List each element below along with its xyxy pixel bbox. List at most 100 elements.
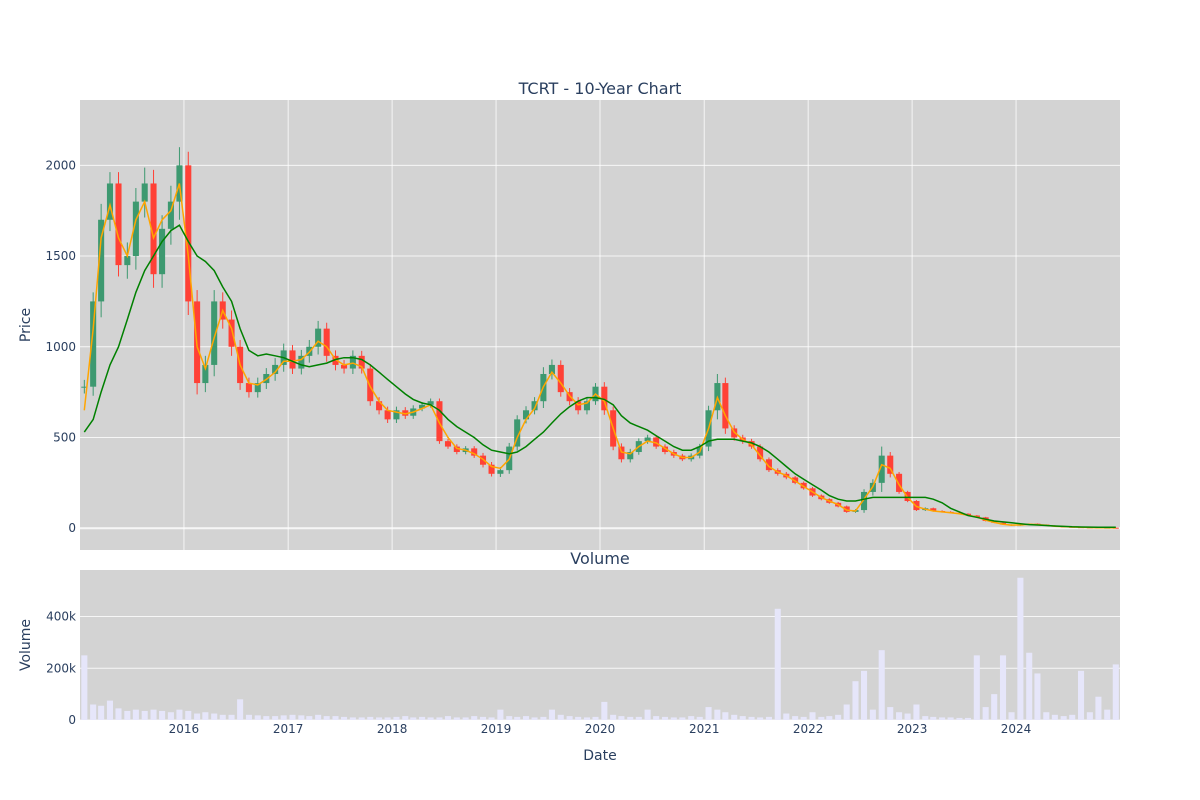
candle-body bbox=[627, 452, 634, 460]
price-y-ticks: 0 500 1000 1500 2000 bbox=[45, 158, 76, 535]
volume-bar bbox=[419, 716, 426, 720]
candle-body bbox=[272, 364, 279, 374]
price-y-tick-label: 2000 bbox=[45, 158, 76, 172]
volume-bar bbox=[661, 716, 669, 720]
price-y-tick-label: 0 bbox=[68, 521, 76, 535]
candle-body bbox=[159, 228, 166, 275]
volume-bar bbox=[913, 704, 920, 720]
candle-body bbox=[514, 419, 521, 447]
volume-bar bbox=[1112, 664, 1119, 720]
candle-body bbox=[444, 441, 452, 447]
volume-bar bbox=[887, 707, 894, 720]
candle-body bbox=[298, 355, 305, 369]
candle-body bbox=[661, 446, 669, 453]
price-grid bbox=[80, 100, 1120, 550]
volume-bar bbox=[315, 714, 322, 720]
volume-bar bbox=[575, 716, 582, 720]
candle-body bbox=[453, 446, 460, 453]
candle-body bbox=[531, 401, 538, 411]
volume-bar bbox=[982, 707, 989, 720]
candle-body bbox=[548, 364, 555, 374]
volume-bar bbox=[670, 717, 677, 720]
volume-bar bbox=[878, 650, 885, 720]
volume-bar bbox=[228, 714, 235, 720]
volume-y-tick-label: 400k bbox=[46, 610, 76, 624]
candle-body bbox=[722, 383, 729, 429]
volume-bar bbox=[471, 716, 478, 720]
volume-bar bbox=[1043, 712, 1050, 720]
volume-bar bbox=[705, 707, 712, 720]
volume-bar bbox=[289, 714, 296, 720]
volume-bar bbox=[462, 717, 469, 720]
volume-bar bbox=[731, 714, 738, 720]
candle-body bbox=[115, 183, 122, 266]
volume-bar bbox=[254, 715, 261, 720]
volume-x-tick-label: 2017 bbox=[273, 722, 304, 736]
volume-bar bbox=[843, 704, 850, 720]
volume-bar bbox=[1051, 714, 1058, 720]
volume-bar bbox=[444, 716, 452, 720]
candle-body bbox=[488, 464, 495, 474]
volume-bar bbox=[531, 717, 538, 720]
volume-x-tick-label: 2023 bbox=[897, 722, 928, 736]
volume-bar bbox=[219, 714, 226, 720]
candle-body bbox=[861, 491, 868, 511]
volume-x-ticks: 2016 2017 2018 2019 2020 2021 2022 2023 2024 bbox=[169, 722, 1032, 736]
candle-body bbox=[393, 410, 400, 420]
volume-bar bbox=[1026, 652, 1033, 720]
candle-body bbox=[644, 437, 651, 442]
candle-body bbox=[497, 470, 504, 474]
volume-bar bbox=[185, 710, 192, 720]
volume-bar bbox=[757, 717, 764, 720]
volume-bar bbox=[610, 714, 617, 720]
volume-bar bbox=[306, 716, 313, 720]
candle-body bbox=[167, 201, 174, 229]
volume-bar bbox=[194, 713, 201, 720]
volume-bar bbox=[497, 709, 504, 720]
candle-body bbox=[557, 364, 564, 393]
volume-bar bbox=[774, 608, 781, 720]
candle-body bbox=[618, 446, 625, 460]
volume-bar bbox=[1060, 716, 1067, 720]
volume-bar bbox=[748, 716, 755, 720]
volume-bar bbox=[964, 717, 972, 720]
volume-bar bbox=[557, 714, 564, 720]
volume-bar bbox=[904, 713, 911, 720]
volume-bar bbox=[1008, 712, 1015, 720]
volume-bar bbox=[635, 716, 642, 720]
volume-bar bbox=[592, 716, 599, 720]
volume-x-tick-label: 2021 bbox=[689, 722, 720, 736]
volume-bar bbox=[644, 709, 651, 720]
volume-bar bbox=[393, 716, 400, 720]
volume-bar bbox=[211, 713, 218, 720]
price-y-tick-label: 500 bbox=[53, 431, 76, 445]
volume-bar bbox=[1104, 709, 1111, 720]
volume-bar bbox=[141, 710, 148, 720]
candle-body bbox=[349, 355, 356, 369]
candle-body bbox=[358, 355, 365, 369]
volume-x-tick-label: 2019 bbox=[481, 722, 512, 736]
volume-bar bbox=[809, 712, 816, 720]
volume-bar bbox=[696, 716, 703, 720]
volume-bar bbox=[566, 716, 573, 720]
candle-body bbox=[800, 482, 807, 489]
volume-bar bbox=[402, 716, 409, 720]
volume-bar bbox=[124, 710, 131, 720]
candle-body bbox=[575, 401, 582, 411]
volume-bar bbox=[818, 716, 825, 720]
volume-bar bbox=[410, 717, 417, 720]
volume-bar bbox=[947, 717, 954, 720]
volume-plot-area bbox=[80, 570, 1120, 720]
volume-bar bbox=[332, 716, 339, 720]
volume-bar bbox=[765, 716, 772, 720]
candle-body bbox=[419, 404, 426, 409]
candle-body bbox=[471, 448, 478, 456]
candle-body bbox=[106, 183, 113, 220]
volume-bar bbox=[176, 709, 183, 720]
volume-subplot-title: Volume bbox=[570, 549, 630, 568]
volume-bar bbox=[341, 716, 348, 720]
ma-short-line bbox=[83, 183, 1116, 529]
volume-bar bbox=[132, 709, 139, 720]
candle-body bbox=[427, 401, 434, 405]
